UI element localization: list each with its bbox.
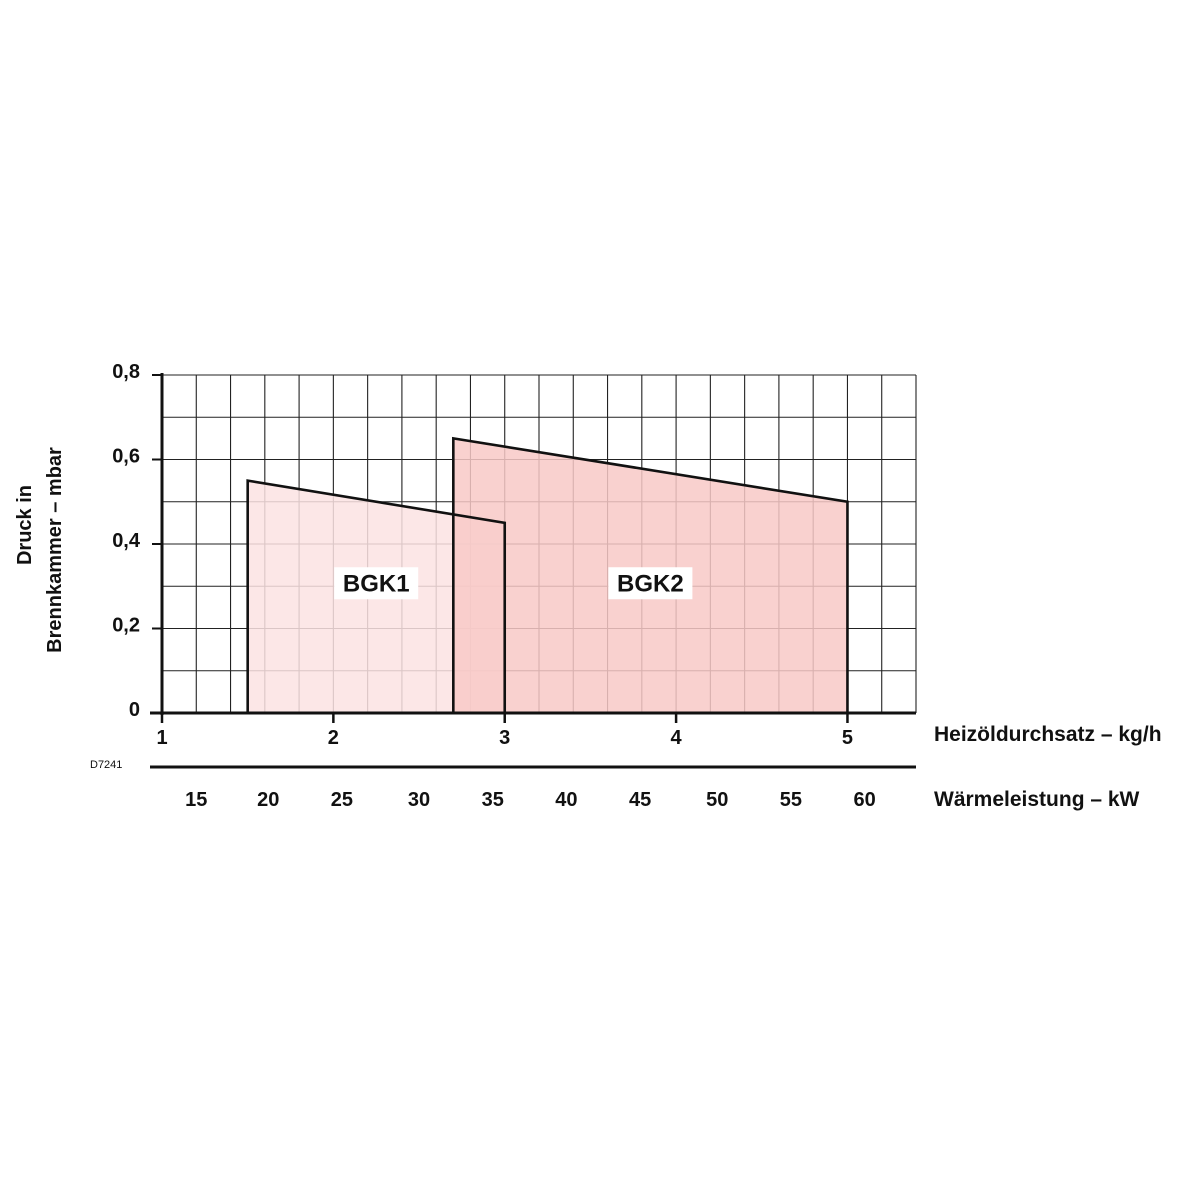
x2-tick-label: 60 [853,789,875,811]
x2-tick-label: 20 [257,789,279,811]
x-tick-label: 3 [499,727,510,749]
x-axis-label: Heizöldurchsatz – kg/h [934,723,1162,746]
x2-tick-label: 50 [706,789,728,811]
y-axis-label-line-2: Brennkammer – mbar [44,447,66,653]
x2-axis-label: Wärmeleistung – kW [934,788,1140,811]
y-tick-label: 0,2 [112,615,140,637]
region-label-bg-bgk2 [608,567,693,600]
x-tick-label: 1 [156,727,167,749]
x-tick-label: 5 [842,727,853,749]
y-tick-label: 0 [129,699,140,721]
x2-tick-label: 25 [331,789,353,811]
x2-tick-label: 15 [185,789,207,811]
y-tick-label: 0,8 [112,361,140,383]
chart-code: D7241 [90,759,122,771]
region-label-bg-bgk1 [334,567,419,600]
region-label-bgk2: BGK2 [617,570,684,597]
x2-tick-label: 45 [629,789,651,811]
y-tick-label: 0,6 [112,446,140,468]
x2-tick-label: 40 [555,789,577,811]
x2-tick-label: 55 [780,789,802,811]
axes [150,373,916,769]
y-tick-label: 0,4 [112,530,141,552]
x2-tick-label: 30 [408,789,430,811]
y-axis-label-line-1: Druck in [14,485,36,565]
x-tick-label: 2 [328,727,339,749]
region-outline-bgk1 [246,479,507,713]
x2-tick-label: 35 [482,789,504,811]
labels: Druck in Brennkammer – mbar Heizöldurchs… [14,361,1162,811]
region-outline-bgk2 [452,436,849,713]
region-label-bgk1: BGK1 [343,570,410,597]
x-tick-label: 4 [671,727,683,749]
